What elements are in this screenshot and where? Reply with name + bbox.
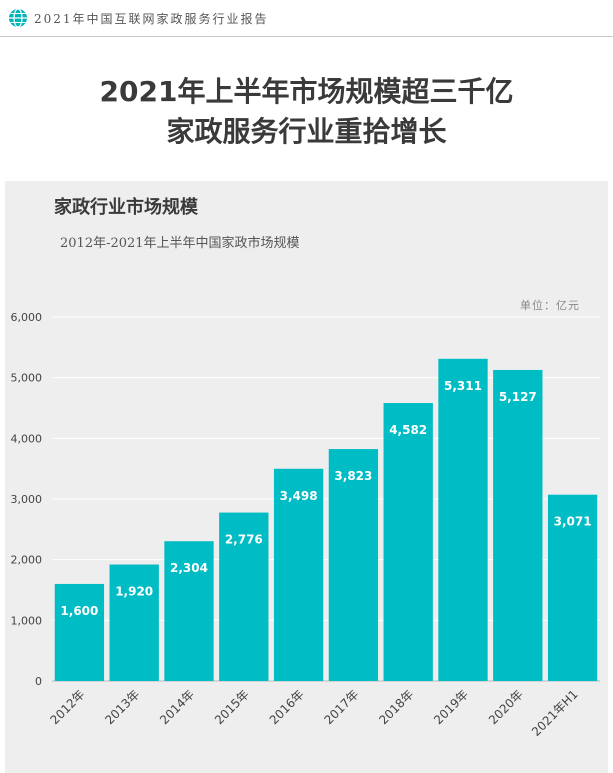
data-label: 5,311 [444,379,482,393]
x-tick-label: 2012年 [48,687,88,727]
bar [164,541,214,681]
x-tick-label: 2021年H1 [529,687,581,739]
chart-title: 家政行业市场规模 [54,197,198,218]
data-label: 3,071 [554,515,592,529]
page-title: 2021年上半年市场规模超三千亿 家政服务行业重拾增长 [0,72,613,152]
bar [438,358,488,681]
x-tick-label: 2013年 [102,687,142,727]
x-tick-label: 2019年 [431,687,471,727]
globe-icon [9,8,27,28]
bar [383,403,433,681]
y-tick-label: 1,000 [11,614,43,627]
bar [219,512,269,681]
bar [493,369,543,681]
unit-label: 单位：亿元 [520,299,580,312]
y-tick-label: 2,000 [11,554,43,567]
x-tick-label: 2014年 [157,687,197,727]
bar [109,564,159,681]
data-label: 2,304 [170,561,208,575]
y-tick-label: 3,000 [11,493,43,506]
x-tick-label: 2018年 [376,687,416,727]
bar [547,494,598,681]
y-tick-label: 6,000 [11,311,43,324]
bar [328,449,379,681]
x-tick-label: 2015年 [212,687,252,727]
chart-subtitle: 2012年-2021年上半年中国家政市场规模 [60,236,300,251]
report-header: 2021年中国互联网家政服务行业报告 [0,0,613,38]
x-tick-label: 2020年 [486,687,526,727]
data-label: 3,498 [280,489,318,503]
y-tick-label: 4,000 [11,432,43,445]
header-text: 2021年中国互联网家政服务行业报告 [34,12,269,26]
data-label: 3,823 [334,469,372,483]
data-label: 1,600 [60,604,98,618]
data-label: 5,127 [499,390,537,404]
x-tick-label: 2016年 [267,687,307,727]
data-label: 1,920 [115,585,153,599]
x-tick-label: 2017年 [322,687,362,727]
bar [54,583,105,681]
page-title-line2: 家政服务行业重拾增长 [166,115,447,148]
data-label: 2,776 [225,533,263,547]
y-tick-label: 5,000 [11,372,43,385]
data-label: 4,582 [389,423,427,437]
page-title-line1: 2021年上半年市场规模超三千亿 [99,75,514,108]
header-divider [0,36,613,37]
y-tick-label: 0 [35,675,42,688]
bar [273,468,324,681]
